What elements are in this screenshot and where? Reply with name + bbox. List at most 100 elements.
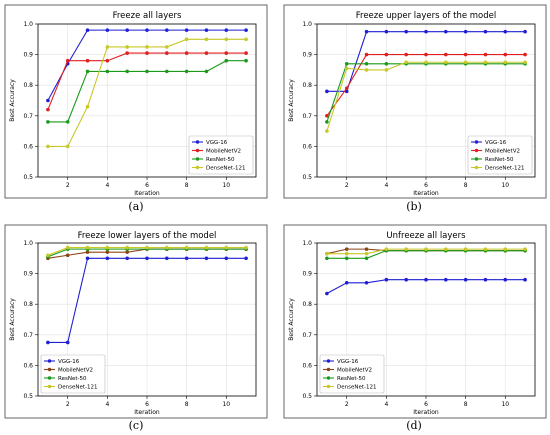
data-point [364, 29, 369, 34]
legend-marker [474, 148, 479, 153]
x-tick-label: 2 [345, 401, 349, 408]
y-tick-label: 1.0 [23, 240, 33, 247]
data-point [344, 247, 349, 251]
x-tick-label: 4 [384, 182, 388, 189]
y-tick-label: 1.0 [302, 21, 312, 28]
chart-title: Unfreeze all layers [386, 231, 466, 241]
legend-marker [195, 148, 200, 153]
panel-caption: (a) [128, 200, 143, 213]
y-axis-label: Best Accuracy [288, 79, 295, 122]
data-point [85, 69, 90, 74]
legend-marker [47, 359, 52, 363]
x-tick-label: 6 [145, 401, 149, 408]
data-point [384, 68, 389, 72]
data-point [384, 52, 389, 57]
data-point [424, 29, 428, 34]
legend-box [188, 135, 254, 175]
y-tick-label: 0.8 [23, 82, 33, 89]
data-point [125, 45, 129, 49]
y-tick-label: 0.5 [302, 174, 312, 181]
x-tick-label: 8 [185, 401, 189, 408]
y-tick-label: 0.6 [302, 143, 312, 150]
data-point [65, 340, 70, 345]
data-point [364, 52, 369, 57]
x-tick-label: 2 [345, 182, 349, 189]
data-point [444, 277, 448, 282]
data-point [483, 60, 488, 65]
chart-title: Freeze upper layers of the model [356, 11, 497, 21]
data-point [145, 69, 149, 74]
y-tick-label: 0.5 [23, 393, 33, 400]
panel-caption: (d) [406, 419, 422, 432]
data-point [444, 29, 448, 34]
data-point [204, 51, 209, 55]
x-tick-label: 2 [66, 182, 70, 189]
data-point [125, 69, 129, 74]
legend: VGG-16 MobileNetV2 ResNet-50 DenseNet-121 [40, 354, 106, 394]
legend: VGG-16 MobileNetV2 ResNet-50 DenseNet-121 [467, 135, 533, 175]
data-point [125, 250, 129, 254]
data-point [523, 29, 527, 34]
data-point [523, 52, 527, 57]
legend: VGG-16 MobileNetV2 ResNet-50 DenseNet-121 [319, 354, 385, 394]
y-tick-label: 0.6 [302, 362, 312, 369]
data-point [364, 61, 369, 66]
x-tick-label: 8 [464, 401, 468, 408]
data-point [85, 104, 90, 109]
data-point [65, 253, 70, 258]
data-point [85, 256, 90, 261]
data-point [244, 51, 248, 55]
x-axis-label: Iteration [413, 190, 439, 197]
x-axis-label: Iteration [413, 409, 439, 416]
data-point [384, 29, 389, 34]
chart-panel-3: Freeze lower layers of the model 0.5 0.6 0.… [4, 224, 268, 432]
data-point [404, 60, 408, 65]
x-tick-label: 10 [501, 401, 509, 408]
y-tick-label: 0.8 [23, 301, 33, 308]
panel-caption: (c) [129, 419, 144, 432]
data-point [344, 256, 349, 261]
data-point [224, 37, 229, 42]
data-point [364, 251, 369, 256]
legend-box [40, 354, 106, 394]
x-tick-label: 6 [424, 182, 428, 189]
data-point [65, 120, 70, 124]
legend-label: DenseNet-121 [337, 385, 377, 391]
legend: VGG-16 MobileNetV2 ResNet-50 DenseNet-121 [188, 135, 254, 175]
data-point [165, 256, 169, 261]
legend-label: VGG-16 [206, 140, 228, 146]
y-axis-label: Best Accuracy [9, 79, 16, 122]
data-point [165, 245, 169, 250]
legend-marker [195, 165, 200, 170]
data-point [325, 89, 329, 94]
x-tick-label: 4 [384, 401, 388, 408]
data-point [444, 52, 448, 57]
chart-panel-1: Freeze all layers 0.5 0.6 0.7 0.8 0.9 1.0 2 4 6 8 1… [4, 4, 268, 213]
legend-label: MobileNetV2 [485, 149, 520, 155]
data-point [224, 245, 229, 250]
legend-label: MobileNetV2 [206, 149, 241, 155]
data-point [244, 28, 248, 32]
y-tick-label: 1.0 [23, 21, 33, 28]
data-point [145, 45, 149, 49]
x-tick-label: 10 [501, 182, 509, 189]
data-point [424, 247, 428, 251]
y-tick-label: 0.9 [23, 271, 33, 278]
data-point [85, 250, 90, 254]
data-point [463, 247, 468, 251]
legend-marker [474, 157, 479, 161]
data-point [145, 256, 149, 261]
chart-panel-2: Freeze upper layers of the model 0.5 0.6 0.… [283, 4, 547, 213]
data-point [85, 28, 90, 32]
data-point [105, 28, 110, 32]
data-point [523, 60, 527, 65]
y-tick-label: 1.0 [302, 240, 312, 247]
y-tick-label: 0.6 [23, 362, 33, 369]
data-point [184, 51, 189, 55]
data-point [145, 245, 149, 250]
data-point [165, 28, 169, 32]
legend-box [319, 354, 385, 394]
data-point [85, 58, 90, 63]
x-tick-label: 4 [105, 182, 109, 189]
